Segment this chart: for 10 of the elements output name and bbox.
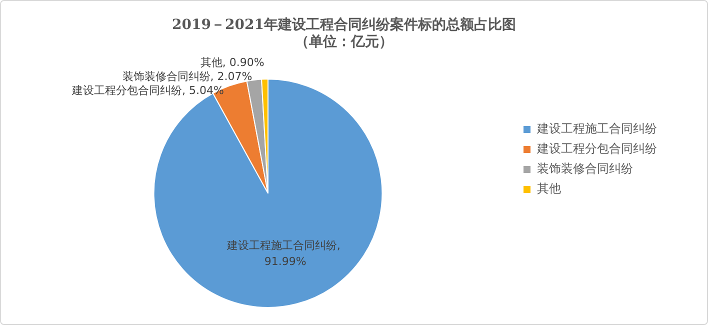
chart-subtitle: （单位：亿元） — [295, 34, 393, 50]
legend-label: 建设工程分包合同纠纷 — [536, 142, 657, 156]
data-label: 建设工程施工合同纠纷, 91.99% — [226, 238, 340, 268]
legend-label: 装饰装修合同纠纷 — [537, 162, 633, 176]
data-label: 其他, 0.90% — [200, 56, 264, 70]
data-label: 建设工程分包合同纠纷, 5.04% — [71, 84, 224, 98]
chart-title: 2019－2021年建设工程合同纠纷案件标的总额占比图 — [172, 16, 516, 34]
legend-label: 其他 — [537, 182, 561, 196]
data-label: 装饰装修合同纠纷, 2.07% — [122, 70, 252, 84]
legend-label: 建设工程施工合同纠纷 — [536, 122, 657, 136]
